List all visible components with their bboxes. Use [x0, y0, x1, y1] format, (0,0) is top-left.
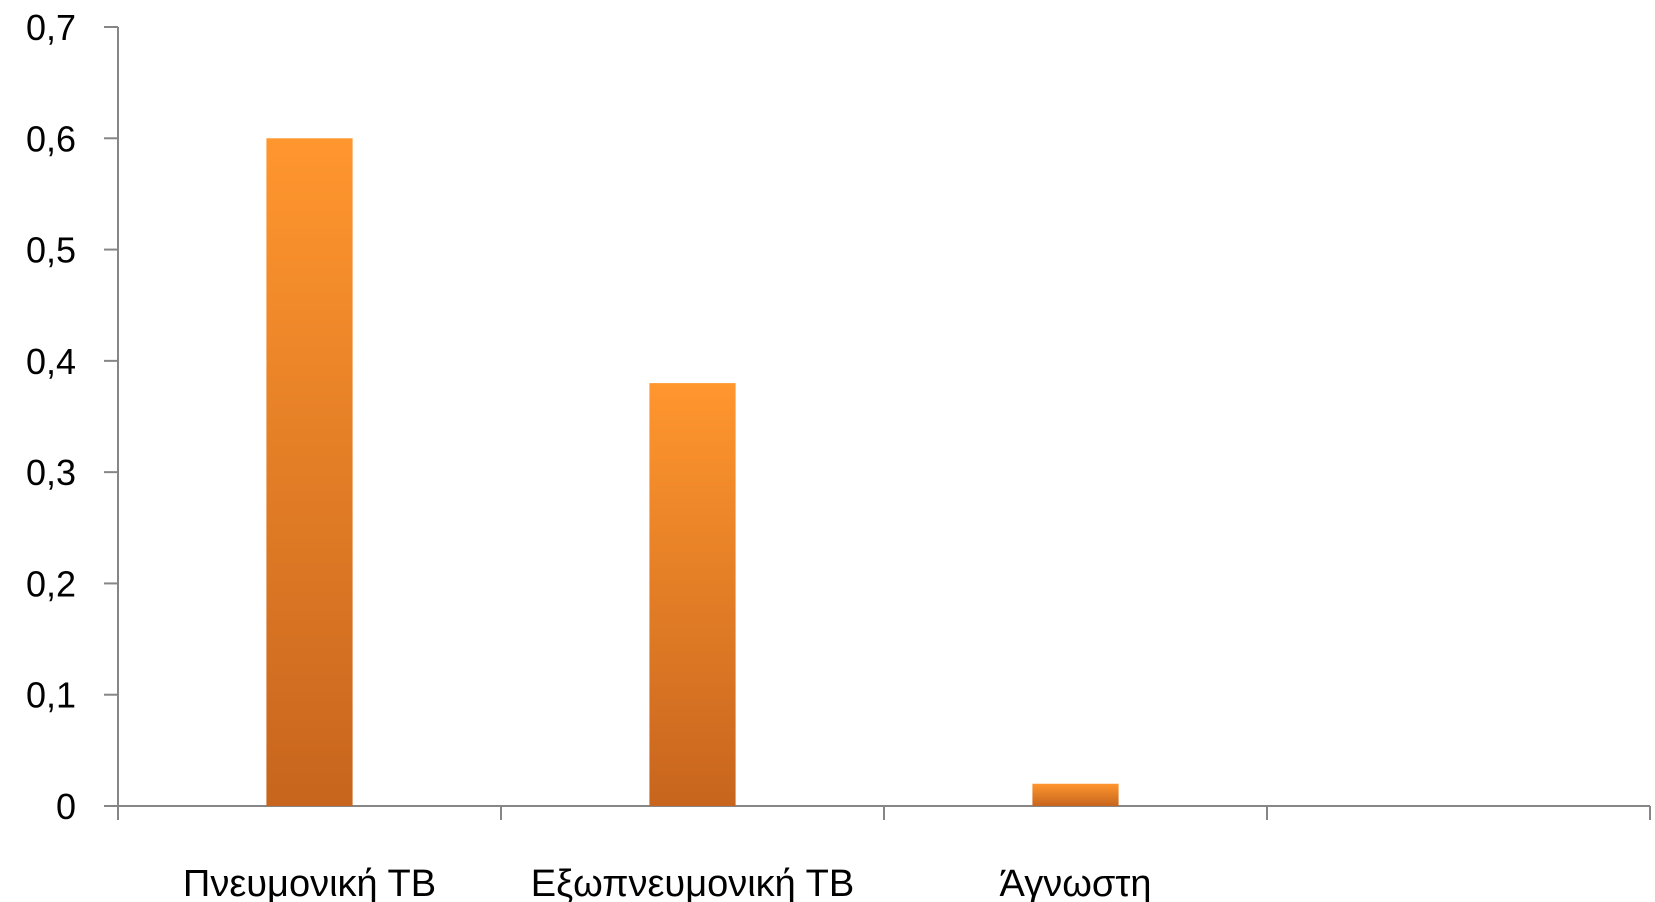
x-category-label: Πνευμονική ΤΒ	[183, 863, 436, 902]
y-tick-label: 0,1	[26, 675, 76, 716]
category-labels: Πνευμονική ΤΒ Εξωπνευμονική ΤΒ Άγνωστη	[183, 863, 1152, 902]
bars	[266, 138, 1119, 807]
bar	[266, 138, 353, 807]
bar	[1032, 783, 1119, 806]
x-axis	[117, 805, 1651, 820]
bar	[649, 383, 736, 806]
y-tick-label: 0,5	[26, 230, 76, 271]
x-category-label: Άγνωστη	[1000, 863, 1152, 902]
y-tick-label: 0,3	[26, 452, 76, 493]
y-axis: 0 0,1 0,2 0,3 0,4 0,5 0,6 0,7	[26, 7, 119, 827]
y-tick-label: 0,2	[26, 563, 76, 604]
y-tick-label: 0,4	[26, 341, 76, 382]
x-category-label: Εξωπνευμονική ΤΒ	[531, 863, 854, 902]
y-tick-label: 0,6	[26, 118, 76, 159]
y-tick-label: 0,7	[26, 7, 76, 48]
y-tick-label: 0	[56, 786, 76, 827]
